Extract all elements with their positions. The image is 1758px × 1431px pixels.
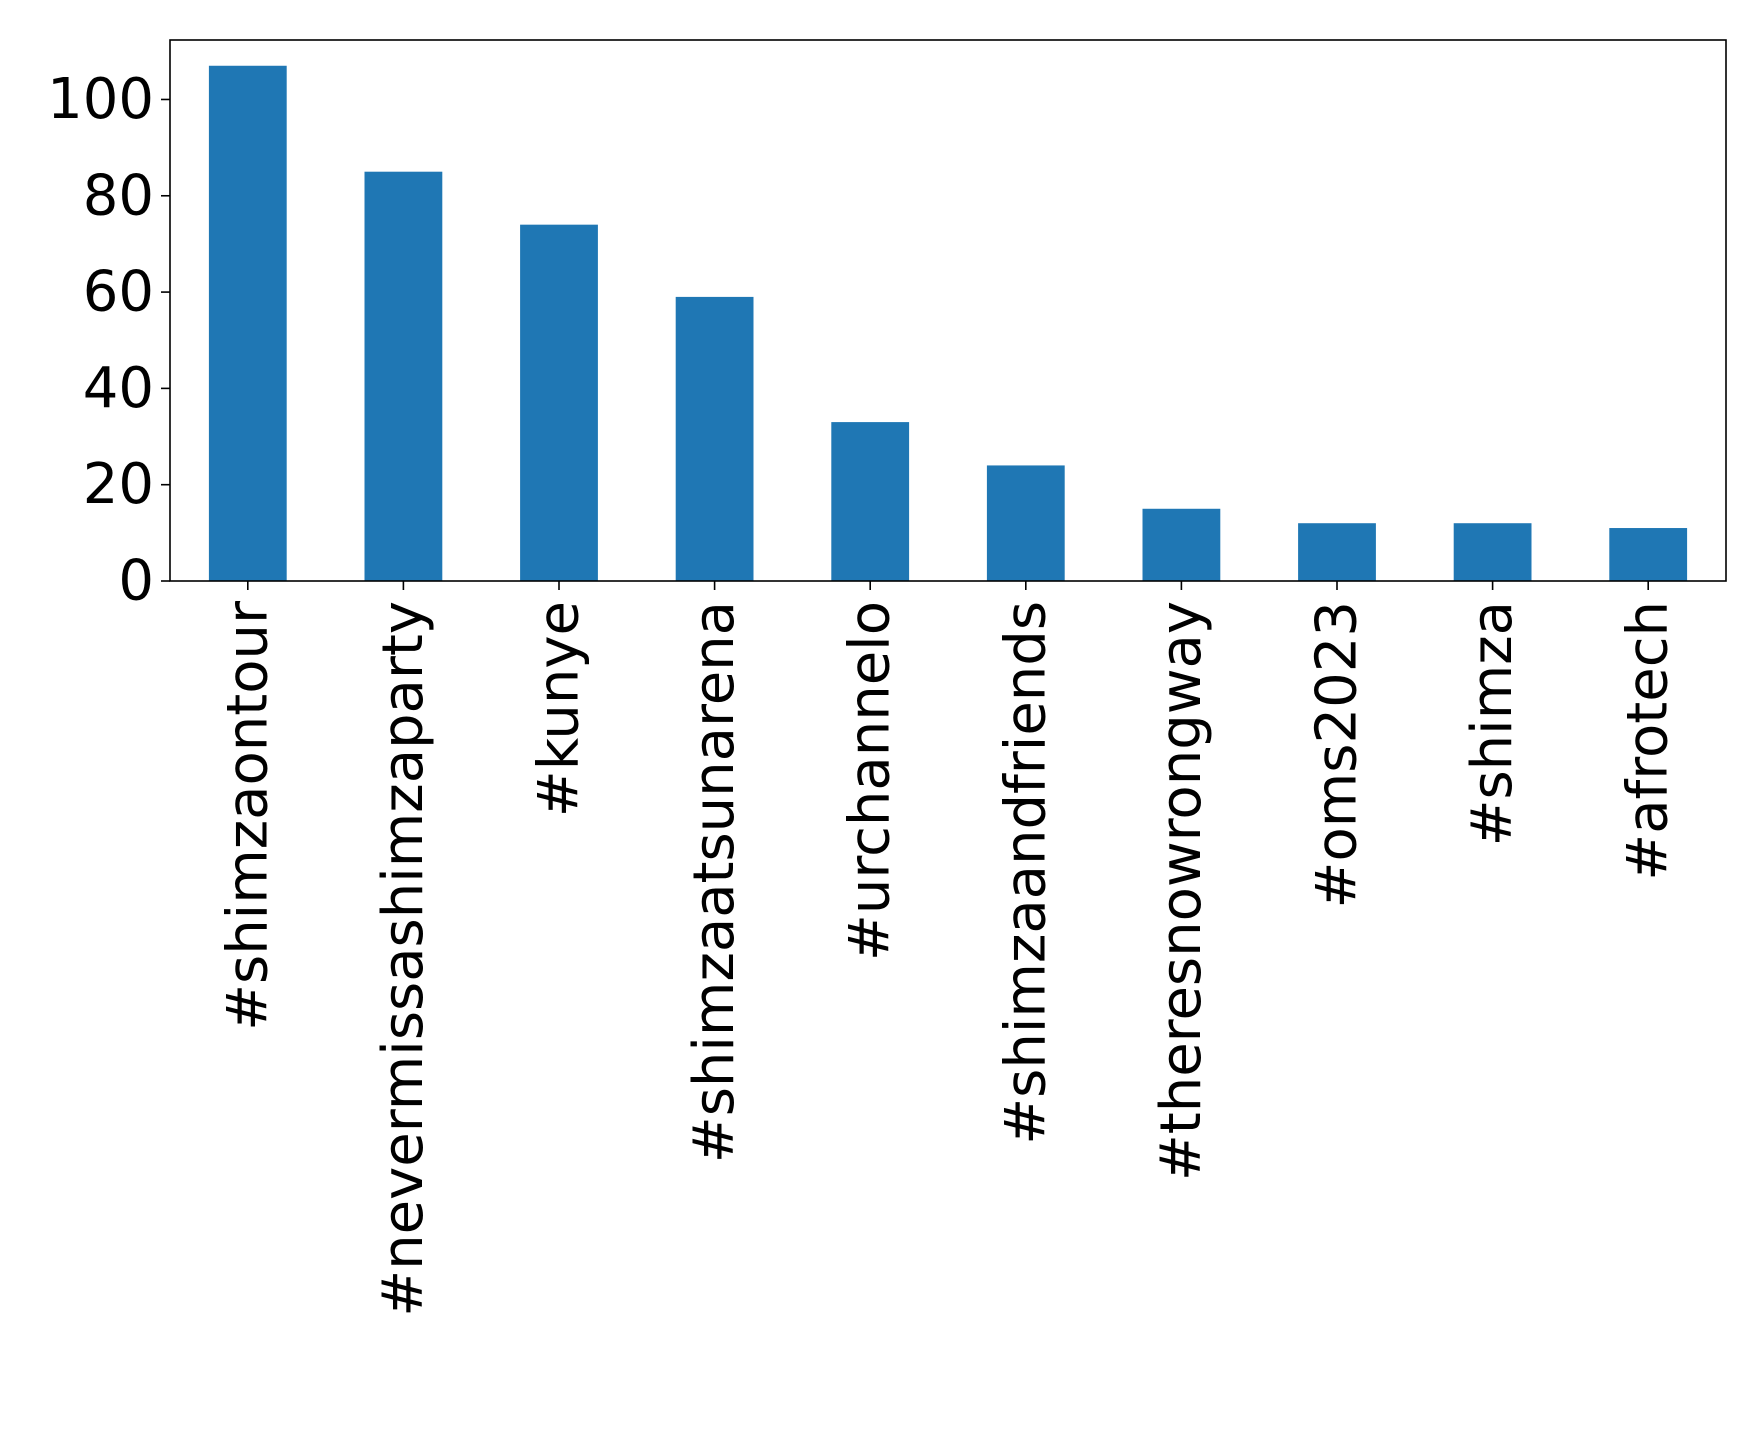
- y-tick-label-2: 40: [83, 356, 154, 421]
- x-tick-label-2: #kunye: [527, 601, 592, 817]
- bar-8: [1453, 523, 1532, 581]
- bar-4: [831, 422, 910, 581]
- y-tick-label-5: 100: [47, 67, 154, 132]
- x-tick-label-0: #shimzaontour: [215, 600, 280, 1031]
- y-tick-label-1: 20: [83, 452, 154, 517]
- x-tick-label-6: #theresnowrongway: [1149, 601, 1214, 1181]
- x-tick-label-4: #urchannelo: [838, 601, 903, 961]
- x-tick-label-8: #shimza: [1460, 601, 1525, 846]
- bar-3: [675, 296, 754, 581]
- bar-7: [1298, 523, 1376, 581]
- bar-2: [520, 224, 598, 581]
- y-axis: 0 20 40 60 80 100: [47, 67, 170, 614]
- x-tick-label-3: #shimzaatsunarena: [682, 601, 747, 1163]
- bar-5: [986, 465, 1065, 581]
- x-tick-label-1: #nevermissashimzaparty: [371, 601, 436, 1317]
- x-tick-label-5: #shimzaandfriends: [993, 601, 1058, 1145]
- bar-6: [1142, 508, 1221, 581]
- y-tick-label-3: 60: [83, 260, 154, 325]
- bar-1: [364, 171, 443, 581]
- y-tick-label-0: 0: [118, 549, 154, 614]
- bar-9: [1609, 528, 1688, 581]
- y-tick-label-4: 80: [83, 163, 154, 228]
- plot-frame: [169, 39, 1727, 582]
- x-tick-label-9: #afrotech: [1616, 601, 1681, 881]
- bars-layer: [208, 65, 1688, 581]
- x-axis: #shimzaontour #nevermissashimzaparty #kuny…: [215, 581, 1681, 1317]
- bar-0: [208, 65, 287, 581]
- x-tick-label-7: #oms2023: [1305, 601, 1370, 908]
